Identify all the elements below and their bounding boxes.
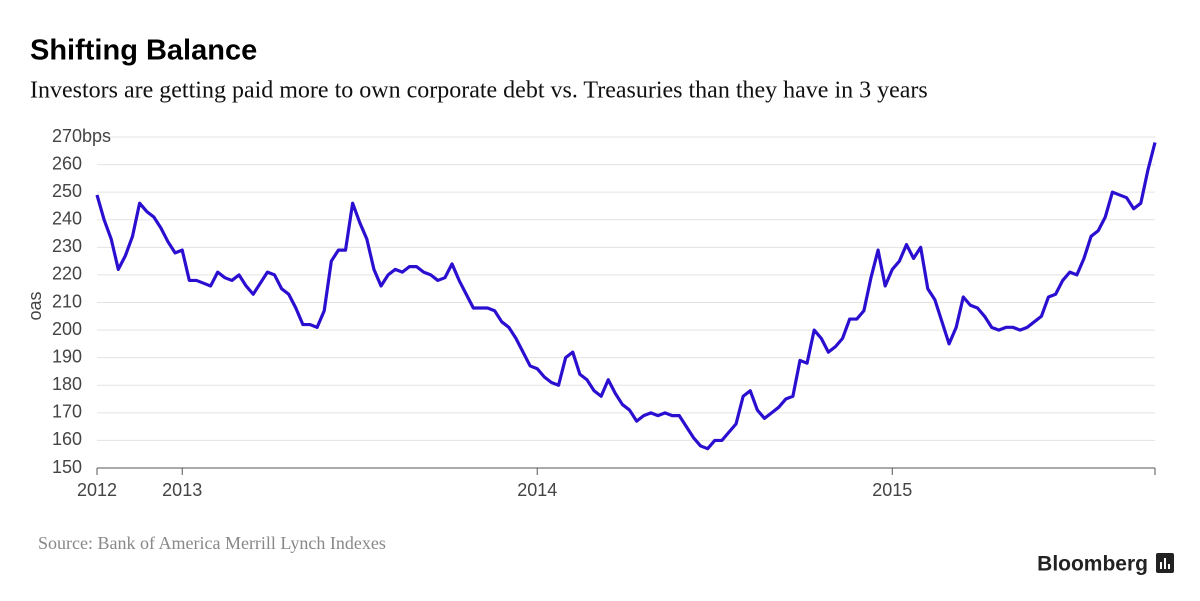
y-tick-label: 220 [52, 264, 82, 284]
brand: Bloomberg [1037, 553, 1148, 576]
y-axis-label: oas [25, 291, 45, 320]
chart-subtitle: Investors are getting paid more to own c… [30, 78, 928, 104]
y-tick-label: 230 [52, 236, 82, 256]
y-tick-label: 250 [52, 181, 82, 201]
x-tick-label: 2015 [872, 480, 912, 500]
x-tick-label: 2014 [517, 480, 557, 500]
y-tick-label: 170 [52, 402, 82, 422]
y-tick-label: 210 [52, 291, 82, 311]
y-tick-label: 260 [52, 153, 82, 173]
source: Source: Bank of America Merrill Lynch In… [38, 533, 386, 553]
y-tick-label: 270bps [52, 126, 111, 146]
brand-icon [1156, 553, 1174, 573]
y-tick-label: 200 [52, 319, 82, 339]
y-tick-label: 180 [52, 374, 82, 394]
x-tick-label: 2012 [77, 480, 117, 500]
line-series [95, 142, 1157, 451]
y-tick-label: 190 [52, 346, 82, 366]
x-tick-label: 2013 [162, 480, 202, 500]
y-tick-label: 160 [52, 429, 82, 449]
y-tick-label: 150 [52, 457, 82, 477]
chart-title: Shifting Balance [30, 35, 257, 67]
y-tick-label: 240 [52, 209, 82, 229]
